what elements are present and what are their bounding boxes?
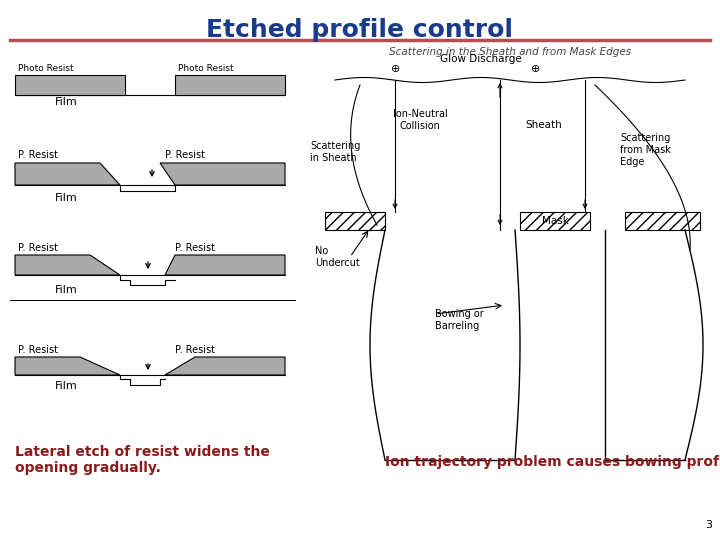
Text: Film: Film	[55, 97, 78, 107]
Bar	[175, 75, 285, 95]
Text: Scattering
in Sheath: Scattering in Sheath	[310, 141, 361, 163]
Text: 3: 3	[705, 520, 712, 530]
Polygon shape	[160, 163, 285, 185]
Text: Etched profile control: Etched profile control	[207, 18, 513, 42]
Text: P. Resist: P. Resist	[175, 345, 215, 355]
Polygon shape	[165, 357, 285, 375]
Text: Scattering
from Mask
Edge: Scattering from Mask Edge	[620, 133, 671, 167]
Text: Film: Film	[55, 381, 78, 391]
Text: Photo Resist: Photo Resist	[18, 64, 73, 73]
Text: Lateral etch of resist widens the
opening gradually.: Lateral etch of resist widens the openin…	[15, 445, 270, 475]
Bar	[325, 212, 385, 230]
Polygon shape	[15, 255, 120, 275]
Text: Sheath: Sheath	[525, 120, 562, 130]
Text: Scattering in the Sheath and from Mask Edges: Scattering in the Sheath and from Mask E…	[389, 47, 631, 57]
Polygon shape	[15, 357, 120, 375]
Bar	[520, 212, 590, 230]
Polygon shape	[15, 163, 120, 185]
Text: Ion trajectory problem causes bowing profile: Ion trajectory problem causes bowing pro…	[385, 455, 720, 469]
Text: Glow Discharge: Glow Discharge	[440, 54, 522, 64]
Bar	[625, 212, 700, 230]
Text: P. Resist: P. Resist	[18, 345, 58, 355]
Text: P. Resist: P. Resist	[175, 243, 215, 253]
Text: P. Resist: P. Resist	[18, 150, 58, 160]
Text: $\oplus$: $\oplus$	[390, 63, 400, 73]
Text: Mask: Mask	[541, 216, 568, 226]
Text: P. Resist: P. Resist	[165, 150, 205, 160]
Text: Photo Resist: Photo Resist	[178, 64, 233, 73]
Bar	[15, 75, 125, 95]
Text: $\oplus$: $\oplus$	[530, 63, 540, 73]
Text: Bowing or
Barreling: Bowing or Barreling	[435, 309, 484, 331]
Text: Ion-Neutral
Collision: Ion-Neutral Collision	[392, 109, 447, 131]
Text: P. Resist: P. Resist	[18, 243, 58, 253]
Text: Film: Film	[55, 193, 78, 203]
Text: Film: Film	[55, 285, 78, 295]
Polygon shape	[165, 255, 285, 275]
Text: No
Undercut: No Undercut	[315, 246, 360, 268]
